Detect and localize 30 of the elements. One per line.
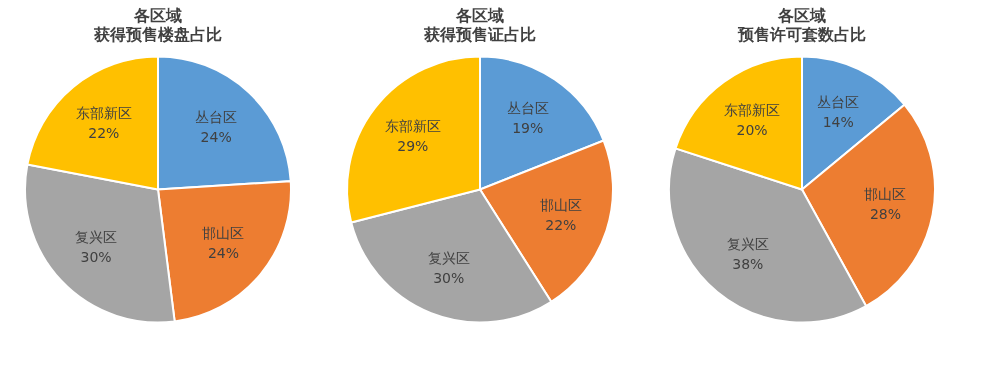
slice-label: 邯山区 <box>202 224 245 241</box>
chart-title: 各区域 <box>455 6 504 25</box>
chart-subtitle: 获得预售证占比 <box>423 25 536 44</box>
slice-label: 复兴区 <box>427 249 470 266</box>
data-label: 30% <box>433 269 465 286</box>
data-label: 24% <box>207 244 240 261</box>
slice-label: 邯山区 <box>864 186 907 203</box>
slice-label: 丛台区 <box>506 100 549 117</box>
data-label: 38% <box>732 255 764 272</box>
chart-subtitle: 获得预售楼盘占比 <box>93 25 222 44</box>
data-label: 22% <box>545 216 577 233</box>
data-label: 14% <box>822 113 854 130</box>
slice-label: 丛台区 <box>195 108 238 125</box>
slice-label: 复兴区 <box>75 228 118 245</box>
data-label: 24% <box>200 128 232 145</box>
slice-label: 东部新区 <box>724 101 781 118</box>
slice-label: 东部新区 <box>75 105 132 122</box>
chart-title: 各区域 <box>133 6 182 25</box>
data-label: 28% <box>869 206 902 223</box>
data-label: 30% <box>80 248 112 265</box>
slice-label: 邯山区 <box>539 196 582 213</box>
slice-label: 丛台区 <box>817 93 860 110</box>
chart-subtitle: 预售许可套数占比 <box>737 25 866 44</box>
slice-label: 复兴区 <box>726 235 769 252</box>
chart-title: 各区域 <box>777 6 826 25</box>
data-label: 29% <box>397 138 429 155</box>
data-label: 22% <box>88 125 120 142</box>
data-label: 20% <box>736 121 768 138</box>
slice-label: 东部新区 <box>384 118 441 135</box>
data-label: 19% <box>512 120 544 137</box>
